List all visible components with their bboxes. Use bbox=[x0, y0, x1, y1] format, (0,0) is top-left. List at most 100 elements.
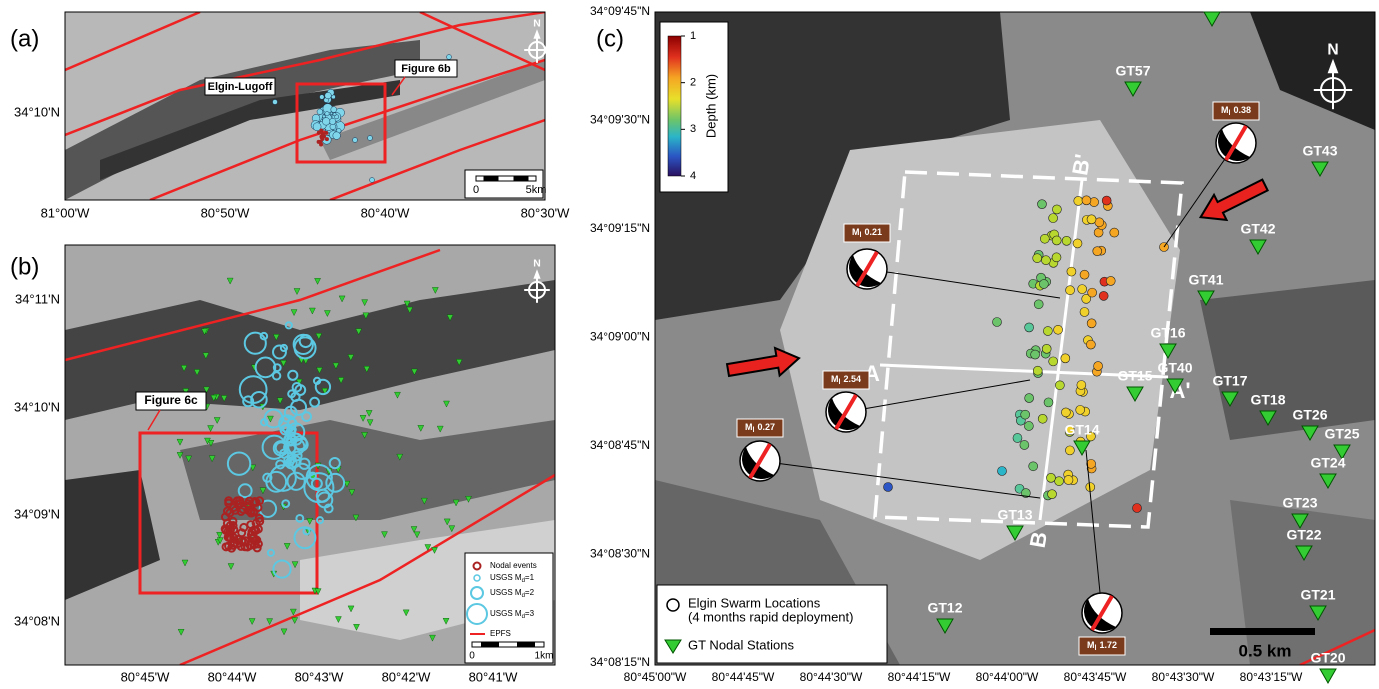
magnitude-sub: l bbox=[839, 379, 841, 386]
magnitude-value: 0.38 bbox=[1233, 105, 1251, 115]
legend-text: =2 bbox=[525, 588, 535, 597]
panel-label: (b) bbox=[10, 253, 39, 280]
event bbox=[1093, 247, 1102, 256]
x-tick-label: 81°00'W bbox=[41, 205, 91, 220]
event bbox=[1043, 327, 1052, 336]
event bbox=[370, 178, 375, 183]
north-label: N bbox=[533, 18, 541, 29]
x-tick-label: 80°44'W bbox=[208, 669, 258, 684]
magnitude-sub: l bbox=[753, 427, 755, 434]
event bbox=[1074, 196, 1083, 205]
x-tick-label: 80°40'W bbox=[361, 205, 411, 220]
event bbox=[1077, 380, 1086, 389]
x-tick-label: 80°44'45"W bbox=[712, 670, 775, 684]
scale-bar bbox=[521, 176, 529, 181]
event bbox=[1082, 196, 1091, 205]
event bbox=[1031, 350, 1040, 359]
colorbar-tick-label: 4 bbox=[690, 170, 696, 182]
event bbox=[333, 113, 336, 116]
scale-bar bbox=[514, 176, 522, 181]
event bbox=[1067, 267, 1076, 276]
event bbox=[325, 92, 332, 99]
nodal-event bbox=[324, 131, 328, 135]
event bbox=[1106, 276, 1115, 285]
event bbox=[1020, 440, 1029, 449]
event bbox=[1086, 340, 1095, 349]
magnitude-text: M bbox=[831, 374, 839, 384]
panel-c-map bbox=[655, 12, 1375, 665]
event bbox=[1054, 325, 1063, 334]
y-tick-label: 34°10'N bbox=[14, 399, 60, 414]
nodal-event bbox=[317, 140, 321, 144]
legend-label: USGS Md=1 bbox=[490, 573, 535, 583]
event bbox=[322, 118, 330, 126]
x-tick-label: 80°44'30"W bbox=[800, 670, 863, 684]
panel-label: (a) bbox=[10, 25, 39, 52]
y-tick-label: 34°09'15"N bbox=[590, 221, 650, 235]
event bbox=[1038, 414, 1047, 423]
scale-bar bbox=[481, 642, 490, 647]
station-label: GT13 bbox=[997, 507, 1032, 523]
legend-text: USGS M bbox=[490, 588, 522, 597]
event bbox=[331, 107, 337, 113]
event bbox=[1065, 446, 1074, 455]
x-tick-label: 80°43'15"W bbox=[1240, 670, 1303, 684]
event bbox=[1078, 285, 1087, 294]
event bbox=[1029, 462, 1038, 471]
scale-bar bbox=[490, 642, 499, 647]
scale-bar bbox=[491, 176, 499, 181]
scale-label: 0.5 km bbox=[1239, 641, 1292, 660]
station-label: GT12 bbox=[927, 600, 962, 616]
nodal-event bbox=[321, 132, 325, 136]
legend-label: USGS Md=3 bbox=[490, 609, 535, 619]
event bbox=[1037, 200, 1046, 209]
scale-label: 1km bbox=[535, 651, 554, 662]
event bbox=[1052, 253, 1061, 262]
station bbox=[1320, 669, 1336, 683]
scale-label: 5km bbox=[526, 184, 547, 196]
figure: (a) 34°10'N 81°00'W 80°50'W 80°40'W 80°30'W El… bbox=[0, 0, 1379, 689]
station-label: GT25 bbox=[1324, 426, 1359, 442]
panel-label: (c) bbox=[596, 25, 624, 52]
station-label: GT22 bbox=[1286, 527, 1321, 543]
x-tick-label: 80°30'W bbox=[521, 205, 571, 220]
legend-text: USGS M bbox=[490, 609, 522, 618]
x-tick-label: 80°42'W bbox=[382, 669, 432, 684]
event bbox=[320, 95, 325, 100]
colorbar-tick-label: 3 bbox=[690, 123, 696, 135]
event bbox=[1046, 473, 1055, 482]
event bbox=[1048, 490, 1057, 499]
legend-text: EPFS bbox=[490, 629, 511, 638]
event bbox=[368, 136, 373, 141]
station-label: GT41 bbox=[1188, 272, 1223, 288]
scale-label: 0 bbox=[473, 184, 479, 196]
event bbox=[1055, 381, 1064, 390]
x-tick-label: 80°43'45"W bbox=[1064, 670, 1127, 684]
event bbox=[1034, 300, 1043, 309]
x-tick-label: 80°50'W bbox=[201, 205, 251, 220]
y-tick-label: 34°09'30"N bbox=[590, 113, 650, 127]
colorbar bbox=[668, 36, 681, 176]
station-label: GT57 bbox=[1115, 63, 1150, 79]
legend-label: USGS Md=2 bbox=[490, 588, 535, 598]
magnitude-sub: l bbox=[1095, 645, 1097, 652]
magnitude-value: 2.54 bbox=[843, 374, 861, 384]
scale-bar bbox=[1210, 628, 1315, 635]
event bbox=[1049, 214, 1058, 223]
magnitude-text: M bbox=[1087, 640, 1095, 650]
event bbox=[1088, 288, 1097, 297]
x-tick-label: 80°44'15"W bbox=[888, 670, 951, 684]
place-label: Elgin-Lugoff bbox=[208, 81, 273, 93]
event bbox=[1099, 291, 1108, 300]
station-label: GT21 bbox=[1300, 587, 1335, 603]
magnitude-text: M bbox=[745, 422, 753, 432]
station-label: GT18 bbox=[1250, 392, 1285, 408]
magnitude-text: M bbox=[852, 227, 860, 237]
legend-label: EPFS bbox=[490, 629, 511, 638]
x-tick-label: 80°43'30"W bbox=[1152, 670, 1215, 684]
magnitude-label: Ml2.54 bbox=[831, 374, 861, 385]
event bbox=[1052, 205, 1061, 214]
event bbox=[1052, 236, 1061, 245]
event bbox=[1025, 394, 1034, 403]
station-label: GT40 bbox=[1157, 360, 1192, 376]
